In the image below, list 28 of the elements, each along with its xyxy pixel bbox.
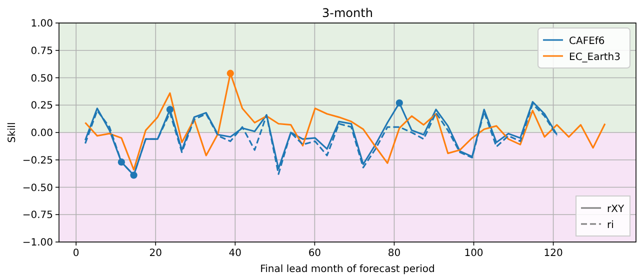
y-tick-label: 0.75 [30, 46, 53, 57]
annotation: rXY [607, 204, 625, 215]
point [396, 99, 403, 106]
point [130, 172, 138, 179]
y-tick-label: −1.00 [22, 238, 53, 248]
y-tick-label: 0.00 [30, 128, 53, 139]
x-tick-label: 40 [228, 248, 242, 259]
point [166, 106, 174, 114]
point [226, 70, 234, 77]
y-tick-label: 0.50 [30, 73, 53, 84]
x-axis-title: Final lead month of forecast period [260, 264, 435, 275]
y-tick-label: −0.75 [22, 210, 53, 222]
y-axis-title: Skill [7, 122, 18, 143]
y-tick-label: 1.00 [30, 18, 53, 30]
y-tick-label: 0.25 [30, 100, 53, 112]
point [118, 158, 125, 166]
x-tick-label: 20 [149, 248, 162, 259]
x-tick-label: 60 [308, 248, 322, 259]
x-tick-label: 100 [464, 248, 484, 259]
x-tick-label: 80 [388, 248, 401, 259]
y-tick-label: −0.50 [22, 182, 53, 194]
legend-label: CAFEf6 [569, 36, 605, 47]
y-tick-label: −0.25 [22, 155, 53, 166]
x-tick-label: 120 [544, 248, 563, 259]
legend-label: EC_Earth3 [569, 52, 620, 63]
chart-title: 3-month [322, 6, 373, 20]
x-tick-label: 0 [72, 248, 80, 259]
annotation: ri [607, 220, 614, 231]
